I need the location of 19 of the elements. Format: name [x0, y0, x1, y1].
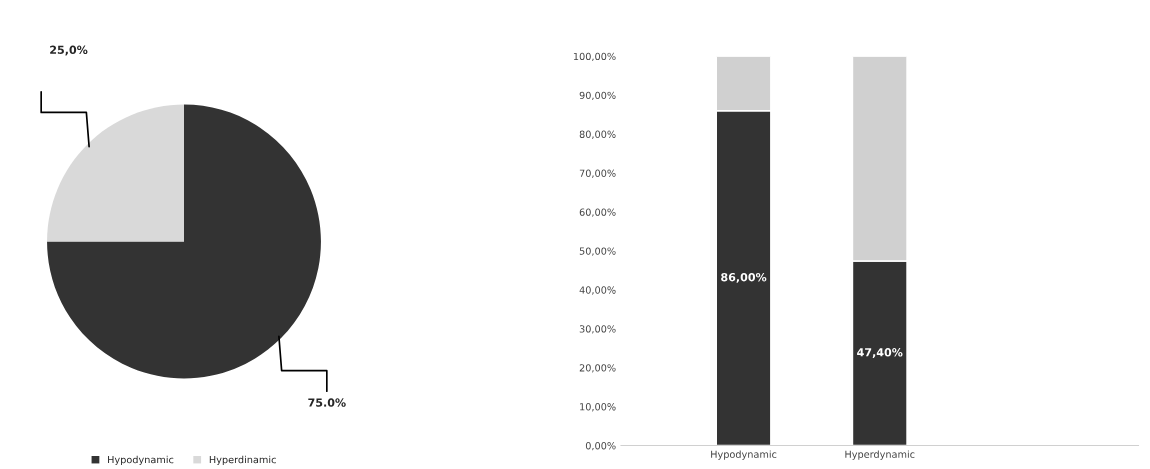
pie-slice — [47, 104, 184, 242]
y-tick-label: 100,00% — [573, 52, 616, 62]
y-tick-label: 80,00% — [579, 130, 616, 139]
legend-label: Hyperdinamic — [209, 455, 276, 466]
y-tick-label: 60,00% — [579, 208, 616, 217]
data-label: 75.0% — [308, 398, 346, 407]
y-tick-label: 0,00% — [585, 442, 616, 451]
data-label: 86,00% — [721, 272, 767, 283]
y-tick-label: 90,00% — [579, 91, 616, 101]
data-label: 25,0% — [50, 45, 88, 56]
y-tick-label: 10,00% — [580, 403, 616, 412]
y-tick-label: 70,00% — [579, 169, 616, 178]
data-label: 47,40% — [857, 348, 903, 358]
x-tick-label: Hyperdynamic — [845, 450, 915, 460]
pie-slice — [47, 104, 321, 379]
y-tick-label: 30,00% — [579, 325, 616, 334]
y-tick-label: 40,00% — [579, 286, 616, 295]
y-tick-label: 50,00% — [579, 247, 616, 256]
y-tick-label: 20,00% — [579, 364, 616, 373]
